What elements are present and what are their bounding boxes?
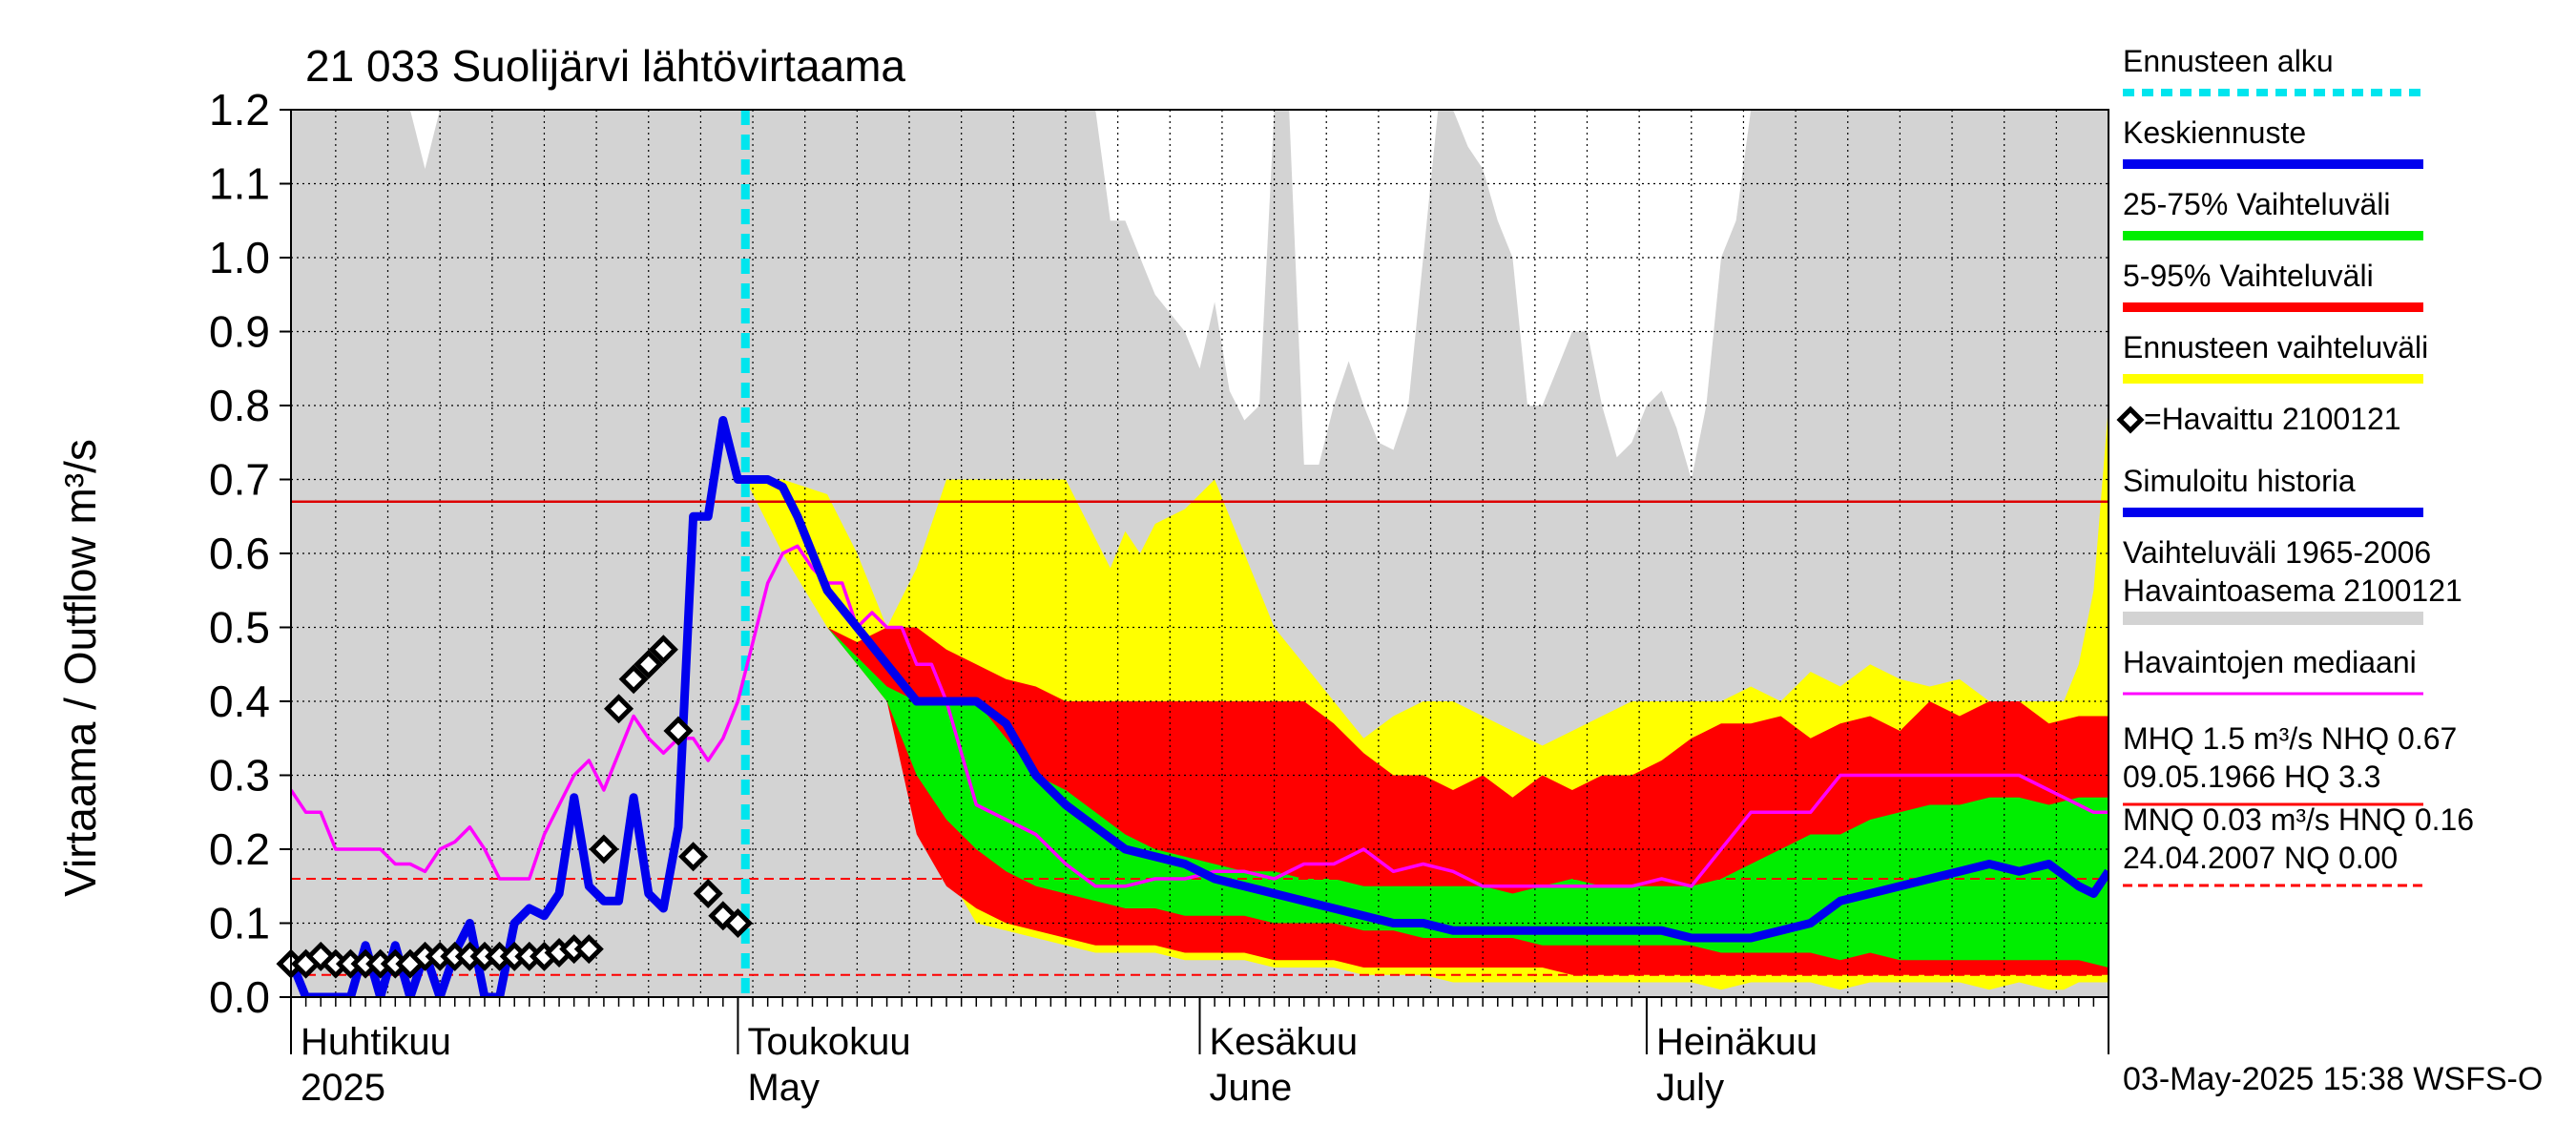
- legend-label: Keskiennuste: [2123, 115, 2306, 150]
- x-month-label-en: July: [1656, 1067, 1724, 1109]
- legend-label: 25-75% Vaihteluväli: [2123, 187, 2390, 221]
- legend-label: 09.05.1966 HQ 3.3: [2123, 760, 2380, 794]
- observation-marker: [663, 716, 694, 746]
- reference-lines: [291, 110, 2109, 997]
- observation-marker: [648, 635, 678, 665]
- legend-label: 24.04.2007 NQ 0.00: [2123, 841, 2398, 875]
- y-tick-label: 0.1: [209, 899, 270, 948]
- observation-markers: [276, 635, 753, 979]
- y-tick-label: 0.2: [209, 824, 270, 874]
- legend-label: Havaintoasema 2100121: [2123, 573, 2462, 608]
- band-area-3: [745, 479, 2109, 968]
- legend-label: Ennusteen alku: [2123, 44, 2334, 78]
- x-month-label-en: 2025: [301, 1067, 385, 1109]
- y-tick-label: 0.5: [209, 603, 270, 653]
- legend-label: Simuloitu historia: [2123, 464, 2356, 498]
- observation-marker: [573, 934, 604, 965]
- y-tick-label: 0.0: [209, 972, 270, 1022]
- legend-label: Vaihteluväli 1965-2006: [2123, 535, 2431, 570]
- x-month-label: Toukokuu: [747, 1021, 910, 1063]
- legend-label: Havaintojen mediaani: [2123, 645, 2417, 679]
- observation-marker: [589, 834, 619, 864]
- chart-title: 21 033 Suolijärvi lähtövirtaama: [305, 41, 905, 91]
- legend-label: =Havaittu 2100121: [2144, 402, 2401, 436]
- x-month-label: Kesäkuu: [1210, 1021, 1359, 1063]
- y-tick-label: 1.1: [209, 159, 270, 209]
- observation-marker: [634, 649, 664, 679]
- legend-label: Ennusteen vaihteluväli: [2123, 330, 2428, 364]
- x-month-label: Huhtikuu: [301, 1021, 451, 1063]
- y-tick-label: 1.0: [209, 233, 270, 282]
- y-tick-label: 1.2: [209, 85, 270, 135]
- legend-marker: [2116, 406, 2145, 434]
- legend: Ennusteen alku Keskiennuste 25-75% Vaihtel…: [2116, 44, 2474, 887]
- observation-marker: [693, 878, 723, 909]
- observation-marker: [618, 664, 649, 695]
- median-line: [291, 544, 2109, 888]
- y-axis-label: Virtaama / Outflow m³/s: [55, 439, 105, 897]
- y-tick-label: 0.6: [209, 529, 270, 578]
- x-month-label-en: May: [747, 1067, 820, 1109]
- y-tick-label: 0.8: [209, 381, 270, 430]
- timestamp-footer: 03-May-2025 15:38 WSFS-O: [2123, 1061, 2543, 1097]
- x-month-label: Heinäkuu: [1656, 1021, 1818, 1063]
- line-layer: [291, 416, 2109, 997]
- simulated-line: [291, 416, 2109, 997]
- observation-marker: [678, 842, 709, 872]
- legend-label: 5-95% Vaihteluväli: [2123, 259, 2374, 293]
- y-tick-label: 0.7: [209, 455, 270, 505]
- x-month-label-en: June: [1210, 1067, 1293, 1109]
- y-tick-label: 0.4: [209, 677, 270, 726]
- observation-marker: [722, 907, 753, 939]
- y-tick-label: 0.9: [209, 307, 270, 357]
- observation-marker: [603, 694, 634, 724]
- y-tick-label: 0.3: [209, 751, 270, 801]
- legend-label: MNQ 0.03 m³/s HNQ 0.16: [2123, 802, 2474, 837]
- y-axis: 0.0 0.1 0.2 0.3 0.4 0.5 0.6 0.7 0.8 0.9 1.0 1.1 1.2: [209, 85, 291, 1022]
- legend-label: MHQ 1.5 m³/s NHQ 0.67: [2123, 721, 2457, 756]
